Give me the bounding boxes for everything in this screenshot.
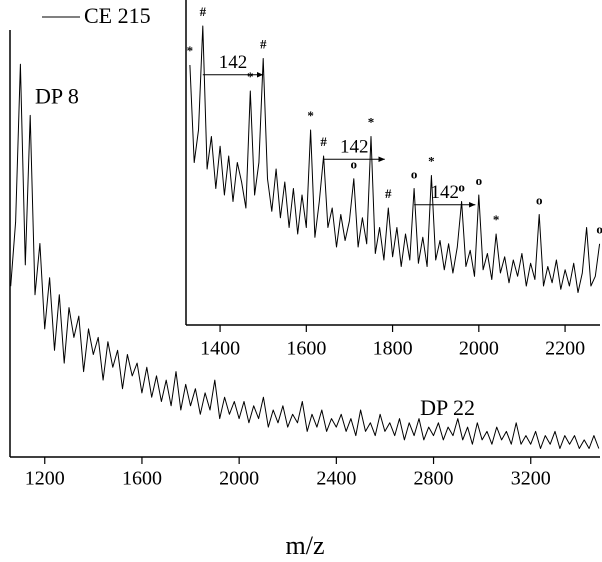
x-tick-label: 1600	[286, 338, 326, 360]
x-tick-label: 2000	[219, 468, 259, 490]
peak-marker: o	[351, 157, 358, 172]
x-tick-label: 2400	[316, 468, 356, 490]
peak-marker: *	[368, 114, 375, 129]
peak-marker: *	[428, 153, 435, 168]
x-tick-label: 1800	[373, 338, 413, 360]
span-label: 142	[219, 52, 248, 73]
x-tick-label: 1200	[25, 468, 65, 490]
peak-marker: *	[493, 212, 500, 227]
annotation: DP 8	[35, 83, 79, 108]
span-label: 142	[431, 182, 460, 203]
peak-marker: o	[458, 179, 465, 194]
x-tick-label: 2800	[414, 468, 454, 490]
peak-marker: o	[411, 166, 418, 181]
x-tick-label: 2000	[459, 338, 499, 360]
x-tick-label: 1400	[200, 338, 240, 360]
inset-background	[186, 0, 600, 325]
x-tick-label: 3200	[511, 468, 551, 490]
x-tick-label: 2200	[545, 338, 585, 360]
peak-marker: o	[596, 222, 602, 237]
spectrum-line	[10, 63, 600, 449]
legend-label: CE 215	[84, 3, 151, 28]
peak-marker: #	[320, 134, 327, 149]
peak-marker: #	[385, 186, 392, 201]
peak-marker: *	[307, 108, 314, 123]
peak-marker: o	[476, 173, 483, 188]
x-tick-label: 1600	[122, 468, 162, 490]
peak-marker: *	[247, 69, 254, 84]
x-axis-label: m/z	[286, 531, 325, 560]
peak-marker: #	[260, 36, 267, 51]
spectrum-line	[189, 25, 601, 293]
peak-marker: #	[200, 4, 207, 19]
peak-marker: o	[536, 192, 543, 207]
annotation: DP 22	[420, 395, 475, 420]
span-label: 142	[340, 137, 369, 158]
peak-marker: *	[187, 43, 194, 58]
